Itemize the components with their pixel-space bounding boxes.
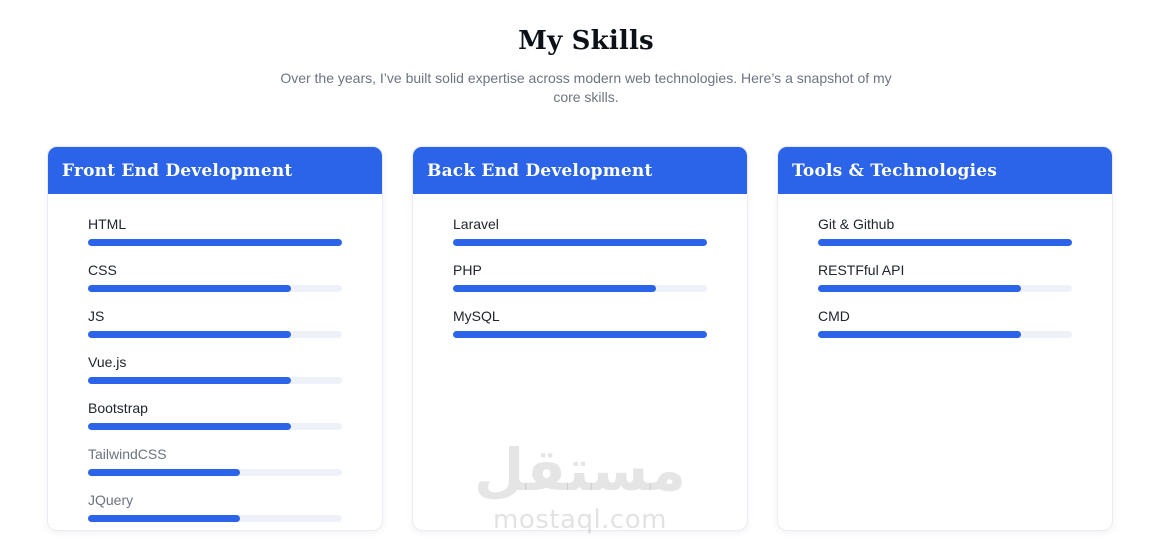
- skill-label: PHP: [453, 262, 482, 278]
- skill-progress-fill: [453, 285, 657, 292]
- skill-progress-track: [88, 377, 342, 384]
- skill-row: JQuery: [88, 491, 342, 522]
- skill-label: HTML: [88, 216, 127, 232]
- skill-progress-fill: [453, 331, 707, 338]
- skill-progress-track: [453, 331, 707, 338]
- skill-row: CMD: [818, 307, 1072, 338]
- skill-progress-fill: [818, 239, 1072, 246]
- skill-label: RESTFful API: [818, 262, 905, 278]
- card-body: Git & Github RESTFful API CMD: [778, 194, 1112, 338]
- skill-progress-track: [453, 285, 707, 292]
- skill-row: MySQL: [453, 307, 707, 338]
- skill-progress-fill: [88, 423, 292, 430]
- skill-progress-track: [818, 239, 1072, 246]
- skill-label: JS: [88, 308, 105, 324]
- skill-row: RESTFful API: [818, 261, 1072, 292]
- skill-progress-track: [453, 239, 707, 246]
- skill-progress-fill: [88, 239, 342, 246]
- skill-row: Git & Github: [818, 215, 1072, 246]
- skill-progress-track: [88, 239, 342, 246]
- skill-row: JS: [88, 307, 342, 338]
- page-title: My Skills: [518, 26, 654, 56]
- skill-cards-row: Front End Development HTML CSS JS Vue.js Boot…: [47, 146, 1113, 531]
- skill-progress-track: [818, 331, 1072, 338]
- skill-progress-fill: [88, 469, 241, 476]
- skill-progress-fill: [88, 377, 292, 384]
- skill-progress-fill: [88, 515, 241, 522]
- skill-progress-fill: [453, 239, 707, 246]
- card-body: Laravel PHP MySQL: [413, 194, 747, 338]
- skill-row: CSS: [88, 261, 342, 292]
- skill-progress-track: [818, 285, 1072, 292]
- skill-progress-track: [88, 285, 342, 292]
- skill-row: TailwindCSS: [88, 445, 342, 476]
- skill-row: PHP: [453, 261, 707, 292]
- skill-label: Git & Github: [818, 216, 895, 232]
- skill-progress-track: [88, 423, 342, 430]
- skill-progress-fill: [818, 331, 1022, 338]
- skill-label: Bootstrap: [88, 400, 148, 416]
- skill-row: Vue.js: [88, 353, 342, 384]
- skill-card: Front End Development HTML CSS JS Vue.js Boot…: [47, 146, 383, 531]
- card-title: Tools & Technologies: [778, 147, 1112, 194]
- skill-label: MySQL: [453, 308, 500, 324]
- page-subtitle: Over the years, I’ve built solid experti…: [280, 70, 892, 106]
- card-body: HTML CSS JS Vue.js Bootstrap TailwindCSS JQuer…: [48, 194, 382, 522]
- skill-label: Vue.js: [88, 354, 127, 370]
- skill-progress-track: [88, 331, 342, 338]
- skill-progress-fill: [88, 285, 292, 292]
- skill-progress-track: [88, 515, 342, 522]
- card-title: Front End Development: [48, 147, 382, 194]
- skill-progress-fill: [88, 331, 292, 338]
- skill-progress-track: [88, 469, 342, 476]
- skill-label: Laravel: [453, 216, 499, 232]
- skill-label: JQuery: [88, 492, 134, 508]
- skill-label: CMD: [818, 308, 850, 324]
- skill-label: CSS: [88, 262, 117, 278]
- skill-row: HTML: [88, 215, 342, 246]
- skill-label: TailwindCSS: [88, 446, 167, 462]
- card-title: Back End Development: [413, 147, 747, 194]
- skill-row: Laravel: [453, 215, 707, 246]
- skill-row: Bootstrap: [88, 399, 342, 430]
- skill-progress-fill: [818, 285, 1022, 292]
- skill-card: Back End Development Laravel PHP MySQL: [412, 146, 748, 531]
- skill-card: Tools & Technologies Git & Github RESTFful…: [777, 146, 1113, 531]
